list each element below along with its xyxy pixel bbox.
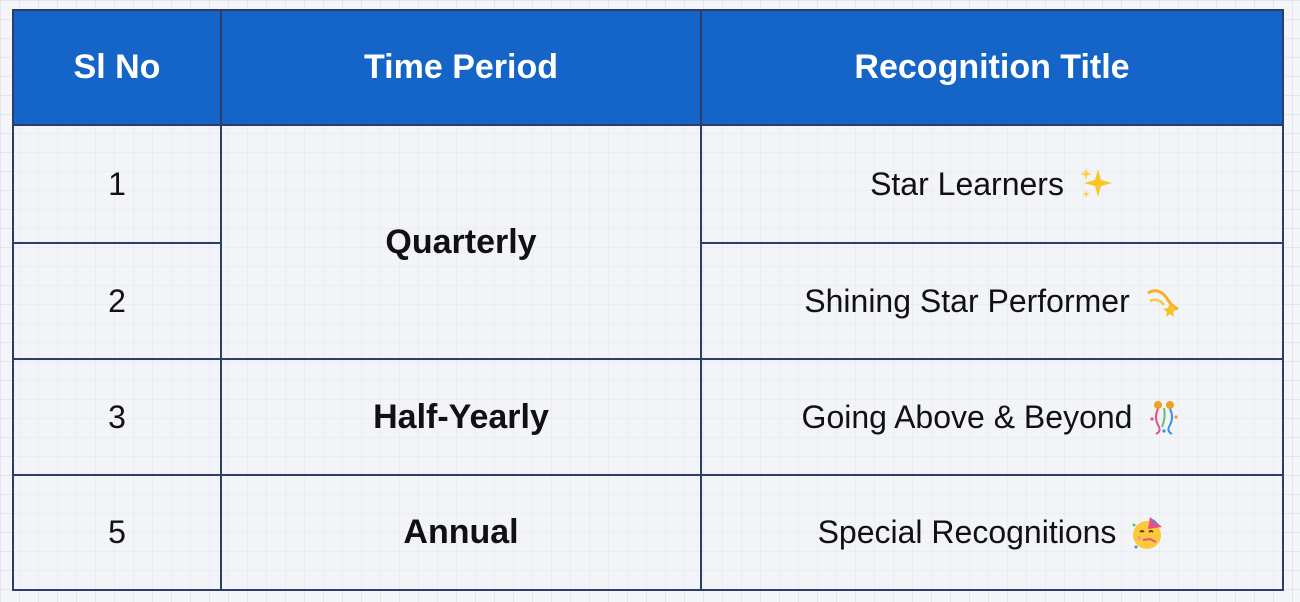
table-cell-sl-no: 2 bbox=[14, 242, 220, 358]
party-face-icon bbox=[1132, 516, 1163, 549]
recognition-table: Sl No Time Period Recognition Title 1 2 … bbox=[12, 9, 1284, 591]
sparkles-icon bbox=[1079, 168, 1112, 198]
header-recognition-title: Recognition Title bbox=[700, 11, 1282, 126]
table-cell-period-half-yearly: Half-Yearly bbox=[220, 358, 700, 474]
title-text: Going Above & Beyond bbox=[801, 398, 1133, 435]
table-cell-sl-no: 1 bbox=[14, 126, 220, 242]
table-cell-title: Special Recognitions bbox=[700, 474, 1282, 589]
table-cell-period-annual: Annual bbox=[220, 474, 700, 589]
header-time-period: Time Period bbox=[220, 11, 700, 126]
table-cell-sl-no: 3 bbox=[14, 358, 220, 474]
title-text: Shining Star Performer bbox=[804, 282, 1130, 319]
table-cell-title: Star Learners bbox=[700, 126, 1282, 242]
table-cell-title: Shining Star Performer bbox=[700, 242, 1282, 358]
title-text: Special Recognitions bbox=[817, 514, 1117, 550]
header-sl-no: Sl No bbox=[14, 11, 220, 126]
table-cell-sl-no: 5 bbox=[14, 474, 220, 589]
table-cell-title: Going Above & Beyond bbox=[700, 358, 1282, 474]
dizzy-star-icon bbox=[1146, 289, 1179, 317]
title-text: Star Learners bbox=[870, 165, 1064, 202]
table-cell-period-quarterly: Quarterly bbox=[220, 126, 700, 358]
confetti-icon bbox=[1150, 401, 1179, 435]
